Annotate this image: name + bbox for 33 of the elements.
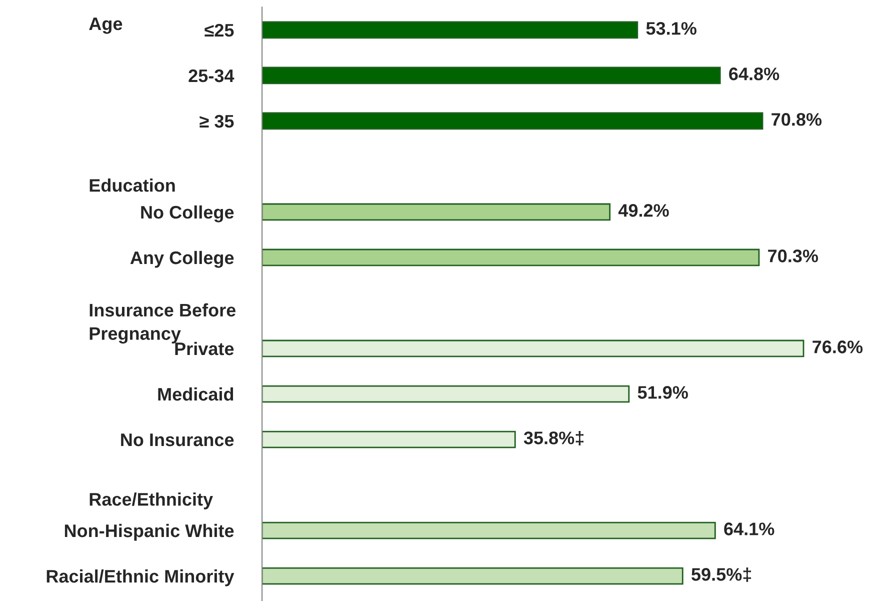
y-tick-label: Racial/Ethnic Minority [46,569,234,586]
bar [262,66,721,84]
bar [262,21,638,39]
y-tick-label: No College [141,205,234,222]
data-label: 64.8% [729,68,780,80]
data-label: 51.9% [638,386,688,399]
y-tick-label: No Insurance [121,434,234,446]
bar [262,567,684,585]
data-label: 49.2% [618,204,669,217]
y-tick-label: 25-34 [188,69,234,82]
data-label: 64.1% [724,522,774,536]
y-tick-label: ≥ 35 [200,114,234,128]
y-tick-label: Medicaid [158,387,234,401]
text: Education [90,178,175,192]
bar [262,203,611,221]
y-tick-label: Any College [130,250,234,268]
bar [262,340,804,358]
text: Age [89,18,122,34]
bar [262,430,516,448]
text: Race/Ethnicity [90,492,213,510]
bar [262,248,760,266]
data-label: 70.3% [768,250,818,262]
data-label: 59.5%‡ [692,568,751,582]
bar [262,385,630,403]
data-label: 35.8%‡ [524,431,584,446]
bar [262,112,764,130]
data-label: 76.6% [812,340,863,354]
y-tick-label: Private [175,342,234,356]
data-label: 53.1% [646,22,696,35]
data-label: 70.8% [772,113,822,126]
y-tick-label: ≤25 [204,24,234,37]
y-tick-label: Non-Hispanic White [64,524,234,541]
bar [262,522,716,540]
